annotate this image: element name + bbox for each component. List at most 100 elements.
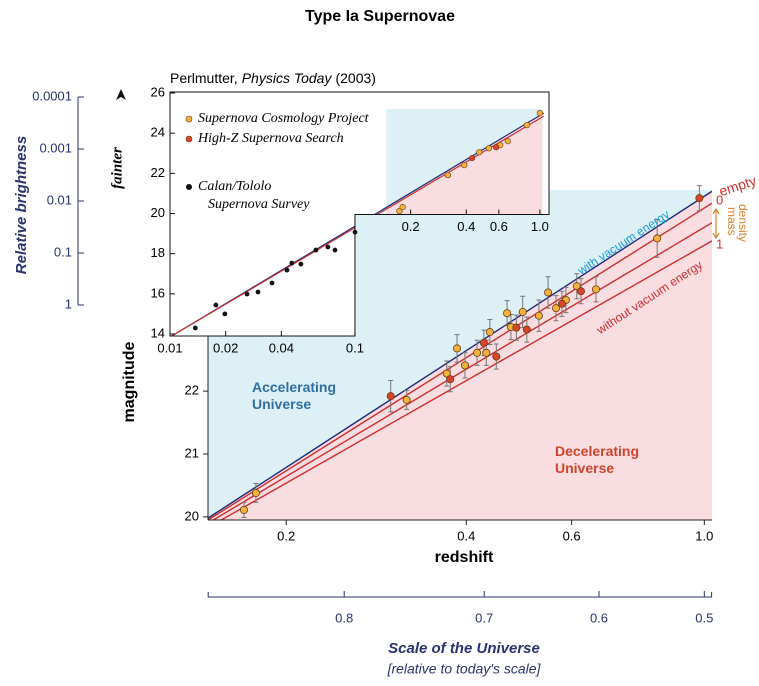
x-tick-label: 0.6: [563, 528, 581, 543]
data-point: [576, 287, 585, 296]
data-point: [503, 309, 512, 318]
data-point: [255, 289, 261, 295]
data-point: [284, 267, 290, 273]
y-tick-label: 26: [151, 84, 165, 99]
density-arrow: [712, 207, 720, 240]
fainter-arrow: [116, 89, 126, 100]
scale-tick-label: 0.8: [335, 610, 353, 625]
data-point: [298, 261, 304, 267]
x-tick-label: 0.4: [457, 219, 475, 234]
source-year: (2003): [335, 70, 375, 86]
y-axis-label: magnitude: [121, 341, 138, 422]
data-point: [222, 311, 228, 317]
source-author: Perlmutter,: [170, 70, 238, 86]
data-point: [557, 299, 566, 308]
x-tick-label: 0.1: [346, 340, 364, 355]
annotation: empty: [717, 172, 758, 199]
source-journal: Physics Today: [242, 70, 333, 86]
data-point: [512, 323, 521, 332]
data-point: [332, 247, 338, 253]
data-point: [313, 247, 319, 253]
y-tick-label: 18: [151, 245, 165, 260]
data-point: [244, 291, 250, 297]
data-point: [396, 207, 403, 215]
y-axis-label: fainter: [109, 147, 125, 189]
annotation: Accelerating Universe: [252, 379, 340, 412]
data-point: [504, 138, 511, 145]
data-point: [402, 395, 411, 404]
data-point: [461, 161, 468, 169]
scale-tick-label: 0.7: [475, 610, 493, 625]
y-tick-label: 14: [151, 325, 165, 340]
data-point: [518, 307, 527, 316]
y-tick-label: 21: [185, 445, 199, 460]
model-line: [208, 202, 712, 520]
data-point: [493, 144, 500, 151]
data-point: [460, 361, 469, 370]
data-point: [492, 352, 501, 361]
data-point: [479, 338, 488, 347]
y-tick-label: 16: [151, 285, 165, 300]
y-tick-label: 20: [151, 205, 165, 220]
brightness-tick-label: 0.1: [54, 244, 72, 259]
scale-tick-label: 0.5: [695, 610, 713, 625]
scale-label: Scale of the Universe: [388, 640, 540, 657]
y-tick-label: 22: [185, 383, 199, 398]
brightness-tick-label: 0.0001: [32, 88, 72, 103]
line-label: 0: [716, 192, 723, 207]
brightness-tick-label: 0.01: [47, 192, 72, 207]
x-tick-label: 0.04: [269, 340, 294, 355]
legend-label: Calan/Tololo Supernova Survey: [198, 179, 310, 212]
data-point: [192, 325, 198, 331]
data-point: [482, 348, 491, 357]
data-point: [446, 375, 455, 384]
data-point: [572, 282, 581, 291]
data-point: [251, 488, 260, 497]
x-tick-label: 0.2: [277, 528, 295, 543]
data-point: [544, 288, 553, 297]
model-line: [208, 190, 712, 519]
data-point: [536, 109, 543, 117]
data-point: [325, 244, 331, 250]
annotation: mass density: [725, 204, 750, 242]
scale-sublabel: [relative to today's scale]: [387, 661, 542, 677]
data-point: [444, 172, 451, 179]
y-tick-label: 22: [151, 165, 165, 180]
data-point: [552, 304, 561, 313]
data-point: [386, 392, 395, 401]
data-point: [442, 369, 451, 378]
legend-label: Supernova Cosmology Project: [198, 111, 370, 126]
x-tick-label: 0.2: [402, 219, 420, 234]
data-point: [213, 302, 219, 308]
data-point: [476, 149, 483, 156]
data-point: [289, 260, 295, 266]
brightness-label: Relative brightness: [13, 136, 30, 274]
x-tick-label: 1.0: [695, 528, 713, 543]
legend-marker: [185, 135, 193, 143]
data-point: [523, 122, 530, 129]
data-point: [485, 145, 493, 152]
x-tick-label: 1.0: [531, 219, 549, 234]
model-line: [219, 240, 712, 520]
x-tick-label: 0.01: [157, 340, 182, 355]
data-point: [591, 285, 600, 294]
data-point: [453, 344, 462, 353]
y-tick-label: 24: [151, 125, 165, 140]
data-point: [485, 328, 494, 337]
scale-tick-label: 0.6: [590, 610, 608, 625]
scale-axis: [207, 592, 713, 598]
line-label: 1: [716, 236, 723, 251]
data-point: [473, 348, 482, 357]
annotation: Decelerating Universe: [555, 443, 643, 476]
legend-marker: [185, 115, 193, 123]
legend-label: High-Z Supernova Search: [197, 131, 344, 146]
data-point: [695, 194, 704, 203]
x-tick-label: 0.02: [213, 340, 238, 355]
data-point: [534, 311, 543, 320]
data-point: [269, 280, 275, 286]
chart-title: Type Ia Supernovae: [305, 8, 455, 25]
x-tick-label: 0.6: [490, 219, 508, 234]
y-tick-label: 20: [185, 508, 199, 523]
data-point: [240, 505, 249, 514]
